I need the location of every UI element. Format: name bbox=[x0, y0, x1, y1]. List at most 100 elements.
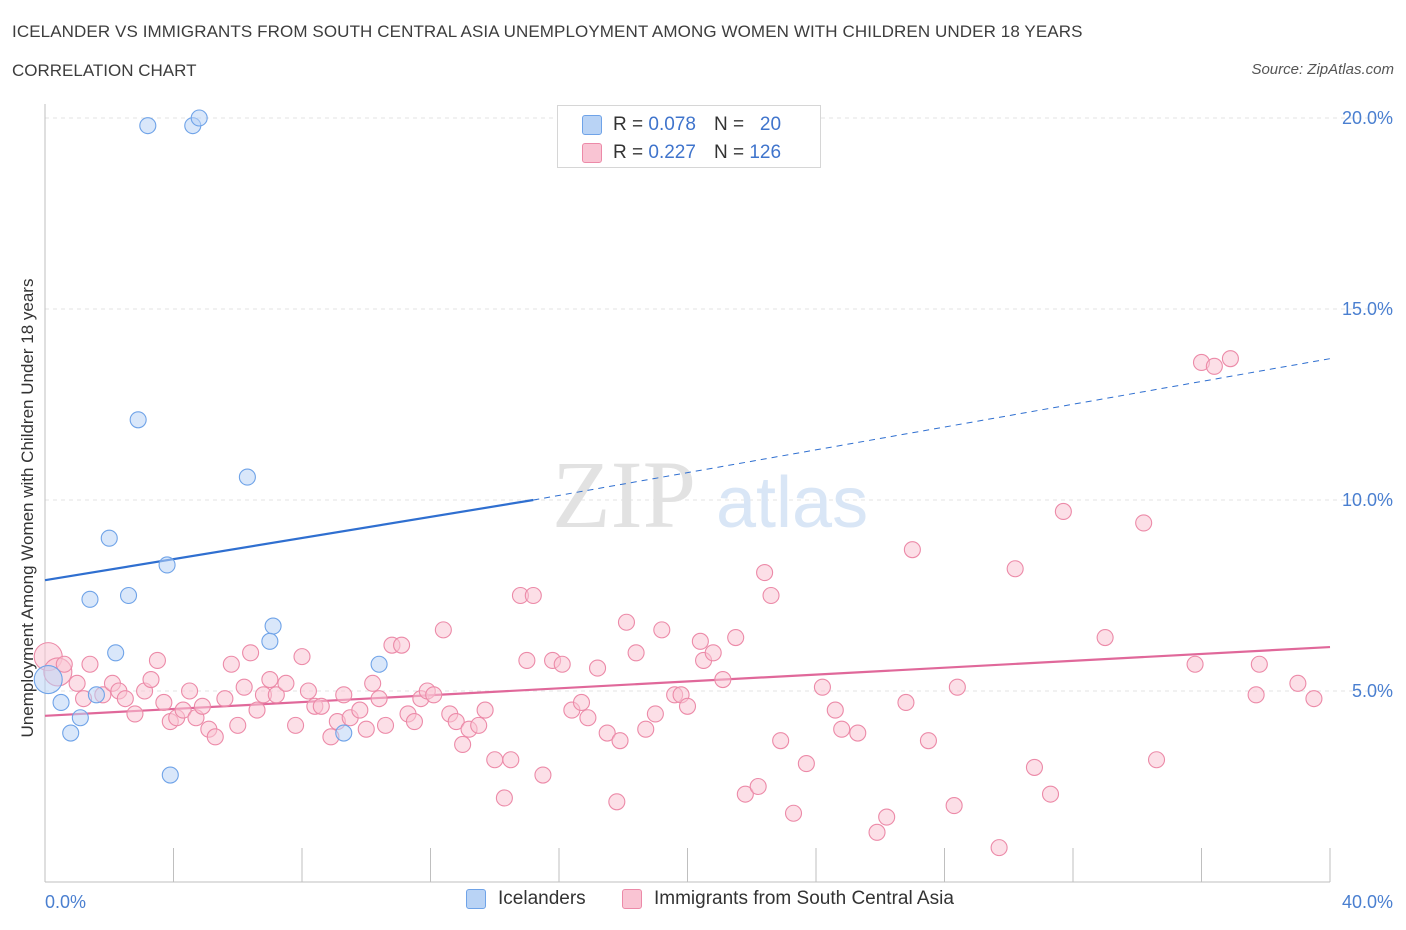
point-immigrants bbox=[1147, 751, 1166, 769]
point-icelanders bbox=[52, 693, 70, 712]
point-immigrants bbox=[216, 690, 234, 708]
grid-lines bbox=[45, 117, 1392, 692]
point-immigrants bbox=[142, 670, 160, 689]
point-immigrants bbox=[357, 720, 375, 738]
legend-label-immigrants: Immigrants from South Central Asia bbox=[654, 888, 954, 909]
point-immigrants bbox=[1096, 628, 1114, 647]
point-immigrants bbox=[588, 659, 607, 677]
point-icelanders bbox=[62, 724, 80, 742]
axes bbox=[44, 104, 1331, 883]
point-icelanders bbox=[139, 117, 157, 135]
point-immigrants bbox=[897, 693, 915, 712]
point-icelanders bbox=[71, 709, 89, 727]
legend-swatch-icelanders bbox=[466, 889, 486, 909]
point-immigrants bbox=[598, 724, 616, 742]
point-immigrants bbox=[1054, 502, 1072, 521]
point-immigrants bbox=[68, 674, 86, 692]
point-immigrants bbox=[447, 713, 465, 731]
x-tick-label: 40.0% bbox=[1342, 892, 1393, 912]
point-immigrants bbox=[235, 678, 253, 696]
trend-line-icelanders-extension bbox=[533, 358, 1331, 501]
point-immigrants bbox=[425, 686, 443, 704]
y-tick-label: 20.0% bbox=[1342, 108, 1393, 128]
legend-r-label: R = bbox=[613, 114, 644, 135]
point-immigrants bbox=[990, 839, 1008, 857]
point-immigrants bbox=[646, 705, 664, 723]
point-immigrants bbox=[826, 701, 844, 719]
point-icelanders bbox=[264, 617, 282, 635]
point-immigrants bbox=[608, 793, 626, 811]
point-immigrants bbox=[206, 728, 224, 746]
point-immigrants bbox=[299, 682, 317, 700]
data-points bbox=[33, 109, 1323, 857]
point-immigrants bbox=[736, 785, 754, 803]
point-immigrants bbox=[229, 716, 247, 734]
legend-item-immigrants[interactable]: Immigrants from South Central Asia bbox=[622, 888, 954, 910]
point-icelanders bbox=[335, 724, 353, 742]
y-tick-label: 15.0% bbox=[1342, 299, 1393, 319]
point-immigrants bbox=[81, 655, 99, 673]
point-immigrants bbox=[267, 686, 285, 704]
point-immigrants bbox=[579, 709, 597, 727]
point-immigrants bbox=[376, 716, 395, 734]
watermark-zip: ZIP bbox=[552, 441, 696, 548]
point-immigrants bbox=[312, 697, 330, 715]
point-immigrants bbox=[181, 682, 199, 700]
point-immigrants bbox=[277, 674, 295, 692]
correlation-legend: R = 0.078 N = 20 R = 0.227 N = 126 bbox=[557, 105, 821, 168]
point-icelanders bbox=[161, 766, 179, 784]
point-immigrants bbox=[1186, 655, 1204, 673]
point-immigrants bbox=[1289, 674, 1307, 692]
point-immigrants bbox=[486, 751, 504, 769]
point-immigrants bbox=[248, 701, 266, 719]
point-immigrants bbox=[948, 678, 966, 696]
point-immigrants bbox=[518, 651, 536, 669]
point-immigrants bbox=[55, 655, 73, 673]
point-icelanders bbox=[238, 468, 256, 486]
point-immigrants bbox=[1221, 350, 1239, 368]
point-immigrants bbox=[878, 808, 896, 826]
legend-item-icelanders[interactable]: Icelanders bbox=[466, 888, 586, 910]
point-immigrants bbox=[678, 697, 697, 715]
point-immigrants bbox=[919, 732, 937, 750]
point-immigrants bbox=[126, 705, 144, 723]
point-immigrants bbox=[370, 690, 388, 708]
point-immigrants bbox=[534, 766, 552, 784]
point-immigrants bbox=[749, 777, 767, 796]
point-immigrants bbox=[762, 586, 780, 605]
point-immigrants bbox=[242, 644, 260, 662]
legend-n-value: 20 bbox=[759, 114, 782, 135]
point-immigrants bbox=[434, 621, 452, 639]
point-icelanders bbox=[100, 529, 118, 547]
point-immigrants bbox=[1205, 357, 1223, 375]
legend-label-icelanders: Icelanders bbox=[498, 888, 586, 909]
chart-title: ICELANDER VS IMMIGRANTS FROM SOUTH CENTR… bbox=[12, 22, 1083, 41]
point-immigrants bbox=[1041, 785, 1060, 803]
point-icelanders bbox=[81, 590, 99, 608]
point-immigrants bbox=[833, 720, 851, 738]
point-icelanders bbox=[370, 655, 388, 673]
point-immigrants bbox=[393, 636, 411, 654]
point-immigrants bbox=[148, 651, 166, 669]
point-immigrants bbox=[470, 716, 488, 734]
point-icelanders bbox=[129, 411, 147, 429]
legend-swatch-immigrants bbox=[582, 143, 602, 163]
point-icelanders bbox=[107, 644, 125, 662]
legend-n-label: N = bbox=[713, 142, 745, 163]
point-immigrants bbox=[945, 797, 963, 815]
point-immigrants bbox=[637, 720, 655, 738]
point-immigrants bbox=[174, 701, 192, 719]
point-immigrants bbox=[653, 621, 671, 639]
source-label: Source: ZipAtlas.com bbox=[1251, 61, 1394, 78]
point-immigrants bbox=[1247, 686, 1265, 704]
point-immigrants bbox=[524, 586, 542, 605]
chart-subtitle: CORRELATION CHART bbox=[12, 61, 197, 80]
point-immigrants bbox=[714, 670, 732, 689]
point-immigrants bbox=[553, 655, 571, 673]
point-immigrants bbox=[849, 724, 867, 742]
point-immigrants bbox=[772, 732, 790, 750]
point-immigrants bbox=[476, 701, 494, 719]
x-tick-label: 0.0% bbox=[45, 892, 86, 912]
point-icelanders bbox=[33, 664, 63, 695]
